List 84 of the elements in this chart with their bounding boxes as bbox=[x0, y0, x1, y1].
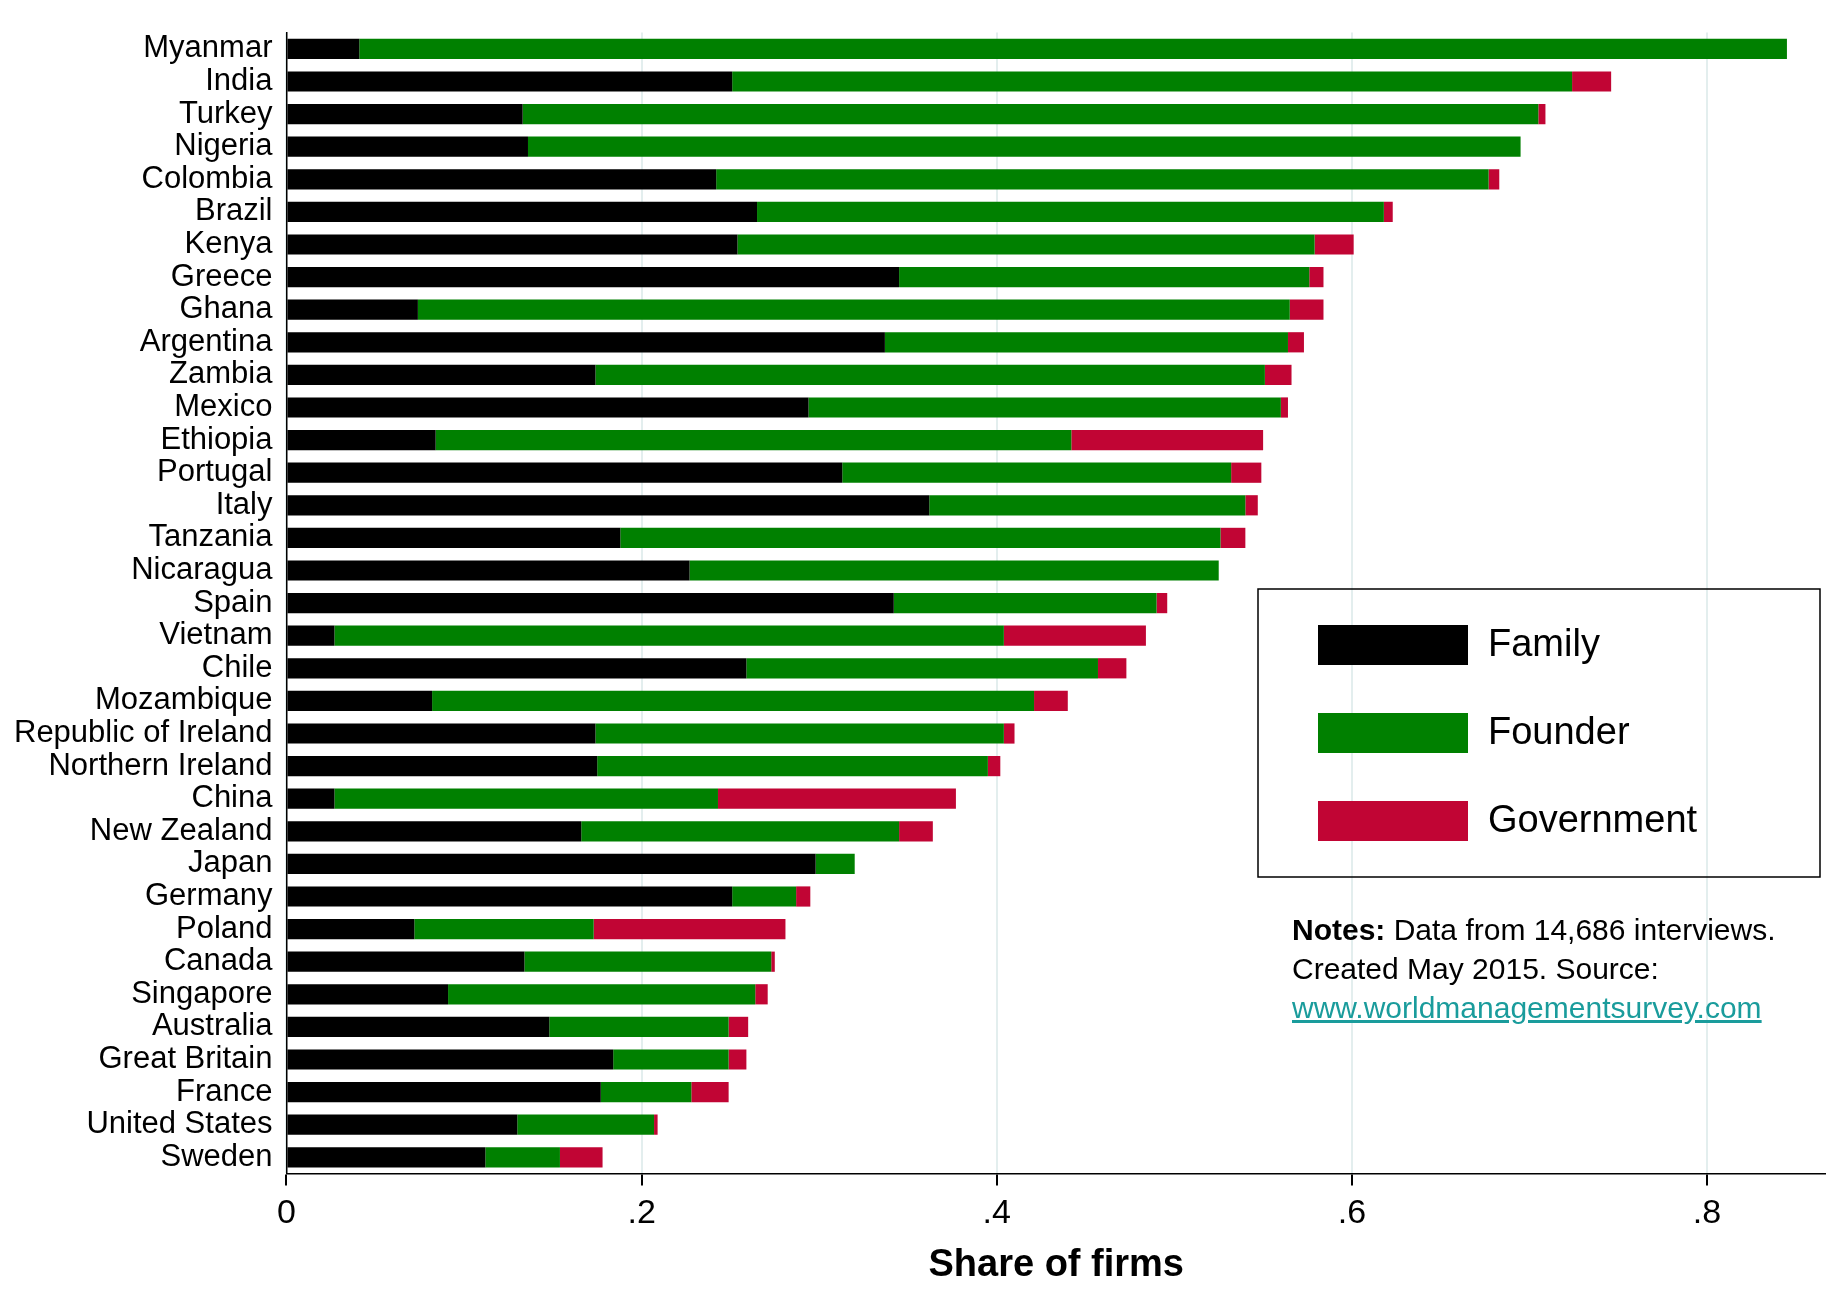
bar bbox=[334, 625, 1004, 646]
x-tick-label: .8 bbox=[1692, 1192, 1722, 1231]
bar bbox=[987, 755, 1001, 777]
bar bbox=[549, 1016, 729, 1038]
bar bbox=[737, 234, 1315, 255]
bar bbox=[808, 397, 1281, 418]
bar bbox=[732, 886, 797, 907]
bar bbox=[1309, 266, 1324, 288]
bar bbox=[593, 918, 786, 940]
x-tick-label: .4 bbox=[982, 1192, 1011, 1231]
y-tick-label: Brazil bbox=[194, 192, 273, 228]
legend-label: Founder bbox=[1488, 709, 1630, 752]
bar bbox=[815, 853, 855, 875]
y-tick-label: Japan bbox=[188, 844, 273, 880]
bar bbox=[1245, 495, 1258, 516]
bar bbox=[359, 38, 1787, 60]
bar bbox=[796, 886, 811, 907]
y-tick-label: Mozambique bbox=[95, 681, 273, 717]
bar bbox=[1231, 462, 1262, 483]
x-axis-title: Share of firms bbox=[928, 1241, 1185, 1284]
bar bbox=[524, 951, 772, 972]
bar bbox=[1071, 429, 1264, 451]
bar bbox=[728, 1016, 749, 1038]
y-tick-label: Chile bbox=[201, 648, 273, 684]
legend-label: Government bbox=[1488, 797, 1698, 840]
y-tick-label: Nicaragua bbox=[131, 551, 274, 587]
bar bbox=[435, 429, 1072, 451]
bar bbox=[899, 821, 933, 842]
y-tick-label: Myanmar bbox=[143, 29, 273, 65]
bar bbox=[517, 1114, 655, 1135]
bar bbox=[1287, 332, 1304, 353]
bar bbox=[1383, 201, 1393, 223]
bar bbox=[1156, 592, 1168, 614]
bar bbox=[746, 658, 1098, 679]
x-tick-label: .2 bbox=[627, 1192, 656, 1231]
bar bbox=[414, 918, 594, 940]
bar bbox=[929, 495, 1246, 516]
bar bbox=[842, 462, 1232, 483]
bar bbox=[1488, 169, 1500, 190]
bar bbox=[432, 690, 1035, 712]
bar bbox=[527, 136, 1521, 157]
bar bbox=[1280, 397, 1288, 418]
annotation: www.worldmanagementsurvey.com bbox=[1292, 991, 1762, 1024]
bar bbox=[716, 169, 1489, 190]
bar bbox=[1572, 71, 1612, 92]
bar bbox=[559, 1147, 603, 1168]
bar bbox=[757, 201, 1384, 223]
bar bbox=[595, 364, 1265, 386]
x-tick-label: .6 bbox=[1337, 1192, 1367, 1231]
bar bbox=[1314, 234, 1354, 255]
bar bbox=[1220, 527, 1246, 549]
bar bbox=[1538, 103, 1546, 125]
bar bbox=[1003, 625, 1146, 646]
x-tick-label: 0 bbox=[277, 1192, 296, 1231]
annotation: Notes: Data from 14,686 interviews. Created May 2015. Source: bbox=[1292, 912, 1777, 987]
bar bbox=[755, 984, 768, 1005]
bar bbox=[691, 1081, 729, 1103]
legend-label: Family bbox=[1488, 621, 1600, 664]
bar bbox=[732, 71, 1573, 92]
bar bbox=[728, 1049, 747, 1070]
bar bbox=[600, 1081, 692, 1103]
bar bbox=[1034, 690, 1068, 712]
bar bbox=[1264, 364, 1292, 386]
bar bbox=[1289, 299, 1324, 320]
y-tick-label: Kenya bbox=[184, 225, 274, 261]
bar bbox=[899, 266, 1310, 288]
bar bbox=[689, 560, 1219, 581]
bar bbox=[417, 299, 1290, 320]
bar bbox=[771, 951, 775, 972]
bar bbox=[613, 1049, 729, 1070]
bar bbox=[1003, 723, 1015, 744]
bar bbox=[334, 788, 718, 809]
bar bbox=[1097, 658, 1127, 679]
bar bbox=[893, 592, 1157, 614]
bar bbox=[448, 984, 756, 1005]
bar bbox=[581, 821, 900, 842]
bar bbox=[620, 527, 1221, 549]
bar bbox=[595, 723, 1004, 744]
bar bbox=[884, 332, 1288, 353]
bar bbox=[654, 1114, 658, 1135]
bar bbox=[717, 788, 956, 809]
bar bbox=[485, 1147, 560, 1168]
bar bbox=[597, 755, 988, 777]
bar bbox=[522, 103, 1539, 125]
